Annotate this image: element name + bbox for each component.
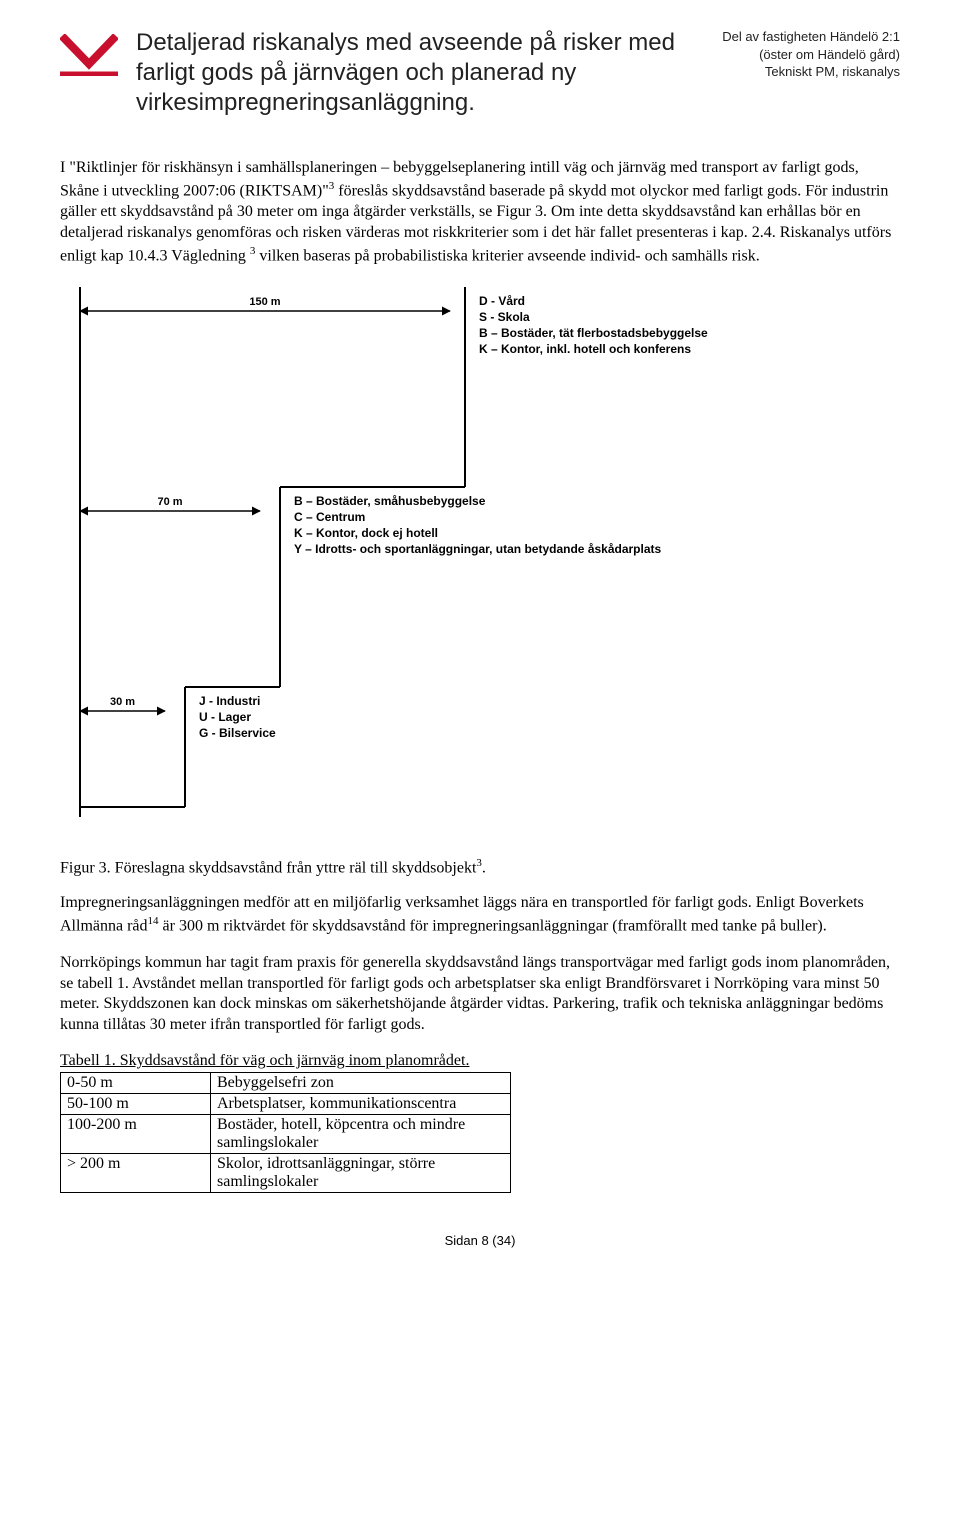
svg-text:K – Kontor, dock ej hotell: K – Kontor, dock ej hotell: [294, 526, 438, 540]
paragraph: Norrköpings kommun har tagit fram praxis…: [60, 953, 900, 1036]
intro-paragraph: I "Riktlinjer för riskhänsyn i samhällsp…: [60, 158, 900, 267]
paragraph: Impregneringsanläggningen medför att en …: [60, 893, 900, 937]
text: vilken baseras på probabilistiska kriter…: [255, 247, 759, 264]
distance-range: 50-100 m: [61, 1094, 211, 1115]
distance-description: Skolor, idrottsanläggningar, större saml…: [211, 1154, 511, 1193]
distance-description: Bebyggelsefri zon: [211, 1073, 511, 1094]
meta-line: Tekniskt PM, riskanalys: [722, 63, 900, 81]
page-header: Detaljerad riskanalys med avseende på ri…: [60, 28, 900, 118]
document-title: Detaljerad riskanalys med avseende på ri…: [136, 28, 704, 118]
table-row: 0-50 mBebyggelsefri zon: [61, 1073, 511, 1094]
table-row: 100-200 mBostäder, hotell, köpcentra och…: [61, 1115, 511, 1154]
distance-range: 0-50 m: [61, 1073, 211, 1094]
distance-range: 100-200 m: [61, 1115, 211, 1154]
svg-text:150 m: 150 m: [249, 296, 280, 308]
svg-text:G - Bilservice: G - Bilservice: [199, 726, 276, 740]
svg-text:Y – Idrotts- och sportanläggni: Y – Idrotts- och sportanläggningar, utan…: [294, 542, 662, 556]
figure-caption: Figur 3. Föreslagna skyddsavstånd från y…: [60, 857, 900, 877]
text: Figur 3. Föreslagna skyddsavstånd från y…: [60, 859, 476, 876]
distance-description: Arbetsplatser, kommunikationscentra: [211, 1094, 511, 1115]
footnote-ref: 14: [148, 915, 159, 927]
table-caption: Tabell 1. Skyddsavstånd för väg och järn…: [60, 1052, 900, 1070]
text: är 300 m riktvärdet för skyddsavstånd fö…: [159, 917, 827, 934]
meta-line: Del av fastigheten Händelö 2:1: [722, 28, 900, 46]
safety-distance-diagram: 150 m D - Vård S - Skola B – Bostäder, tät …: [60, 287, 900, 827]
svg-text:B – Bostäder, tät flerbostadsb: B – Bostäder, tät flerbostadsbebyggelse: [479, 326, 708, 340]
svg-text:U - Lager: U - Lager: [199, 710, 251, 724]
table-row: > 200 mSkolor, idrottsanläggningar, stör…: [61, 1154, 511, 1193]
distance-range: > 200 m: [61, 1154, 211, 1193]
svg-text:70 m: 70 m: [157, 496, 182, 508]
distance-description: Bostäder, hotell, köpcentra och mindre s…: [211, 1115, 511, 1154]
logo-icon: [60, 34, 118, 81]
page-number: Sidan 8 (34): [60, 1233, 900, 1248]
svg-text:D - Vård: D - Vård: [479, 294, 525, 308]
svg-text:30 m: 30 m: [110, 696, 135, 708]
svg-text:S - Skola: S - Skola: [479, 310, 530, 324]
svg-text:C – Centrum: C – Centrum: [294, 510, 365, 524]
svg-text:J - Industri: J - Industri: [199, 694, 260, 708]
distance-table: 0-50 mBebyggelsefri zon50-100 mArbetspla…: [60, 1072, 511, 1193]
svg-text:K – Kontor, inkl. hotell och k: K – Kontor, inkl. hotell och konferens: [479, 342, 691, 356]
meta-line: (öster om Händelö gård): [722, 46, 900, 64]
text: .: [482, 859, 486, 876]
svg-text:B – Bostäder, småhusbebyggelse: B – Bostäder, småhusbebyggelse: [294, 494, 486, 508]
document-meta: Del av fastigheten Händelö 2:1 (öster om…: [722, 28, 900, 81]
table-row: 50-100 mArbetsplatser, kommunikationscen…: [61, 1094, 511, 1115]
